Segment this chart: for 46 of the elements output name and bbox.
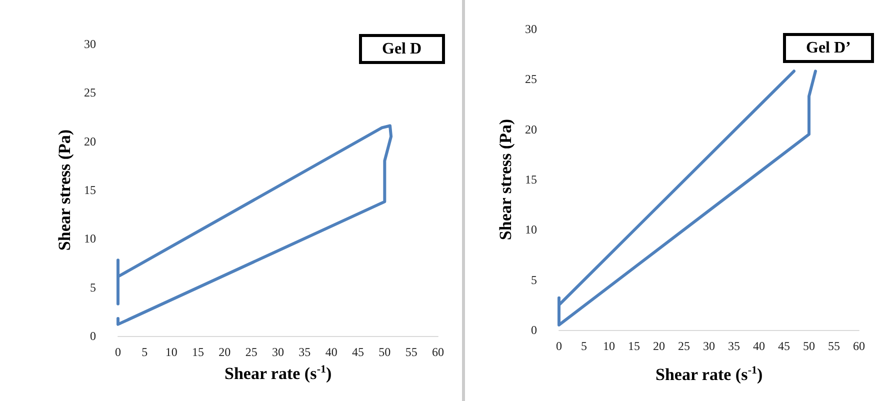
y-tick-label: 10	[525, 222, 537, 237]
y-tick-label: 25	[84, 86, 96, 100]
x-tick-label: 0	[556, 339, 562, 353]
line-series	[116, 124, 393, 326]
x-tick-label: 35	[728, 339, 740, 353]
x-tick-label: 35	[298, 345, 311, 359]
y-tick-label: 0	[531, 323, 537, 337]
x-tick-label: 20	[653, 339, 665, 353]
x-tick-label: 45	[778, 339, 790, 353]
x-tick-label: 30	[703, 339, 715, 353]
x-tick-label: 15	[192, 345, 204, 359]
x-tick-label: 60	[432, 345, 444, 359]
x-tick-label: 20	[218, 345, 231, 359]
x-tick-label: 25	[245, 345, 258, 359]
y-axis-title: Shear stress (Pa)	[55, 129, 74, 251]
x-tick-label: 10	[603, 339, 615, 353]
x-tick-label: 10	[165, 345, 178, 359]
y-tick-label: 15	[84, 183, 96, 197]
y-tick-label: 25	[525, 72, 537, 86]
y-tick-label: 5	[90, 280, 96, 294]
y-axis-title: Shear stress (Pa)	[496, 118, 516, 240]
x-tick-label: 60	[853, 339, 865, 353]
y-tick-label: 5	[531, 272, 537, 287]
x-tick-label: 50	[378, 345, 391, 359]
x-tick-label: 45	[352, 345, 364, 359]
y-tick-label: 0	[90, 329, 96, 343]
x-tick-label: 55	[828, 339, 840, 353]
x-tick-label: 40	[325, 345, 338, 359]
x-tick-label: 5	[581, 339, 587, 353]
line-series	[558, 70, 817, 326]
x-tick-label: 40	[753, 339, 765, 353]
y-tick-label: 20	[525, 122, 537, 136]
text: Gel D’	[806, 40, 851, 56]
x-tick-label: 25	[678, 339, 690, 353]
x-tick-label: 55	[405, 345, 418, 359]
y-tick-label: 30	[525, 22, 537, 36]
y-tick-label: 15	[525, 172, 537, 186]
y-tick-label: 10	[84, 232, 96, 246]
y-tick-label: 20	[84, 134, 96, 148]
x-tick-label: 5	[142, 345, 148, 359]
x-tick-label: 0	[115, 345, 121, 359]
chart-title: Gel D	[382, 40, 422, 58]
x-tick-label: 30	[272, 345, 284, 359]
y-tick-label: 30	[84, 37, 96, 51]
x-tick-label: 50	[803, 339, 815, 353]
x-tick-label: 15	[628, 339, 640, 353]
